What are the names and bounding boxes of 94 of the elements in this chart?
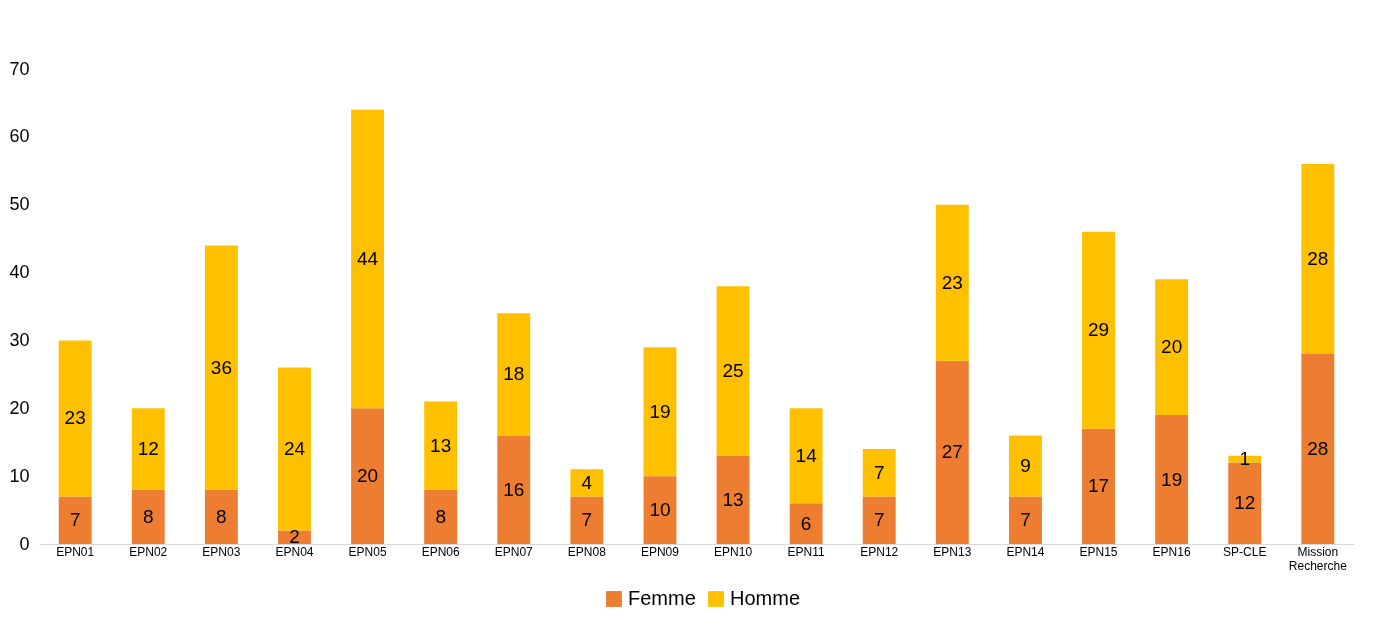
y-tick-label: 10 [9, 465, 30, 486]
x-tick-label: EPN11 [787, 544, 826, 559]
legend-label: Femme [628, 587, 696, 609]
data-label: 8 [142, 505, 154, 527]
bar [58, 340, 92, 497]
data-label: 8 [216, 505, 227, 527]
data-label: 24 [283, 438, 306, 459]
data-label: 44 [357, 248, 379, 269]
x-tick-label: Mission Recherche [1288, 544, 1348, 573]
bar [789, 408, 823, 504]
x-tick-label: EPN09 [640, 544, 680, 559]
bar [570, 496, 604, 544]
data-label: 28 [1307, 248, 1329, 269]
y-tick-label: 70 [9, 58, 30, 79]
bar [1301, 354, 1335, 544]
data-label: 20 [1161, 336, 1183, 358]
x-tick-label: EPN06 [421, 544, 460, 559]
bar [935, 204, 969, 361]
bar [351, 408, 385, 544]
x-tick-label: EPN03 [202, 544, 241, 559]
x-tick-label: EPN01 [56, 544, 95, 559]
x-tick-label: EPN16 [1152, 544, 1191, 559]
data-label: 13 [722, 488, 744, 510]
data-label: 7 [873, 461, 885, 483]
data-label: 12 [137, 438, 159, 459]
bar [1082, 231, 1115, 429]
bar [351, 109, 385, 409]
data-label: 36 [210, 356, 232, 378]
data-label: 4 [581, 471, 593, 493]
bar [1155, 279, 1189, 416]
bar [278, 367, 311, 531]
bar [204, 489, 238, 544]
data-label: 7 [581, 509, 593, 531]
bar [497, 313, 531, 436]
bar [497, 435, 531, 544]
data-label: 29 [1087, 319, 1110, 341]
data-label: 14 [795, 444, 818, 466]
x-tick-label: EPN15 [1079, 544, 1118, 559]
data-label: 20 [357, 465, 379, 487]
bar [716, 455, 750, 544]
data-label: 13 [430, 434, 452, 456]
bar [1082, 428, 1115, 544]
data-label: 23 [941, 271, 963, 293]
x-tick-label: SP-CLE [1223, 544, 1267, 559]
bar [204, 245, 238, 490]
y-tick-label: 20 [9, 397, 30, 418]
x-tick-label: EPN05 [348, 544, 387, 559]
bar [1301, 164, 1335, 354]
data-label: 16 [503, 478, 525, 500]
y-tick-label: 60 [9, 126, 30, 147]
legend-label: Homme [730, 587, 801, 609]
bar [131, 489, 165, 544]
x-tick-label: EPN08 [567, 544, 607, 559]
y-tick-label: 0 [19, 533, 30, 554]
bar [935, 360, 969, 544]
bar [58, 496, 92, 544]
x-tick-label: EPN14 [1006, 544, 1045, 559]
data-label: 7 [1020, 509, 1031, 531]
data-label: 7 [69, 509, 81, 531]
x-tick-label: EPN12 [860, 544, 899, 559]
bar [862, 449, 896, 497]
bar [716, 286, 750, 456]
bar [1008, 496, 1042, 544]
y-tick-label: 40 [9, 262, 30, 283]
data-label: 10 [649, 499, 671, 521]
bar [862, 496, 896, 544]
data-label: 8 [435, 505, 446, 527]
bar [643, 476, 677, 544]
data-label: 19 [649, 400, 671, 422]
bar [131, 408, 165, 490]
bar [424, 489, 458, 544]
data-label: 18 [503, 363, 525, 385]
data-label: 12 [1234, 492, 1256, 514]
data-label: 19 [1161, 468, 1183, 490]
data-label: 6 [800, 512, 812, 534]
x-tick-label: EPN07 [494, 544, 534, 559]
data-label: 9 [1020, 454, 1031, 476]
x-tick-label: EPN10 [714, 544, 753, 559]
bar [424, 401, 458, 490]
data-label: 23 [64, 407, 86, 429]
bar [789, 503, 823, 544]
bar [643, 347, 677, 477]
x-tick-label: EPN13 [933, 544, 972, 559]
y-tick-label: 30 [9, 329, 30, 350]
bar [1155, 415, 1189, 544]
bar [570, 469, 604, 497]
bar [1008, 435, 1042, 497]
x-tick-label: EPN02 [129, 544, 168, 559]
data-label: 7 [873, 509, 885, 531]
y-tick-label: 50 [9, 194, 30, 215]
data-label: 25 [722, 359, 744, 381]
data-label: 28 [1307, 438, 1329, 459]
data-label: 17 [1087, 475, 1110, 497]
data-label: 27 [941, 441, 963, 463]
